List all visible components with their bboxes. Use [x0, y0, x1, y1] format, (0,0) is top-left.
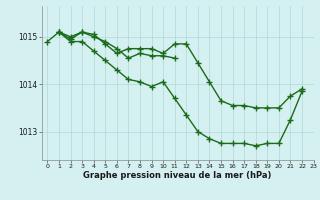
X-axis label: Graphe pression niveau de la mer (hPa): Graphe pression niveau de la mer (hPa)	[84, 171, 272, 180]
